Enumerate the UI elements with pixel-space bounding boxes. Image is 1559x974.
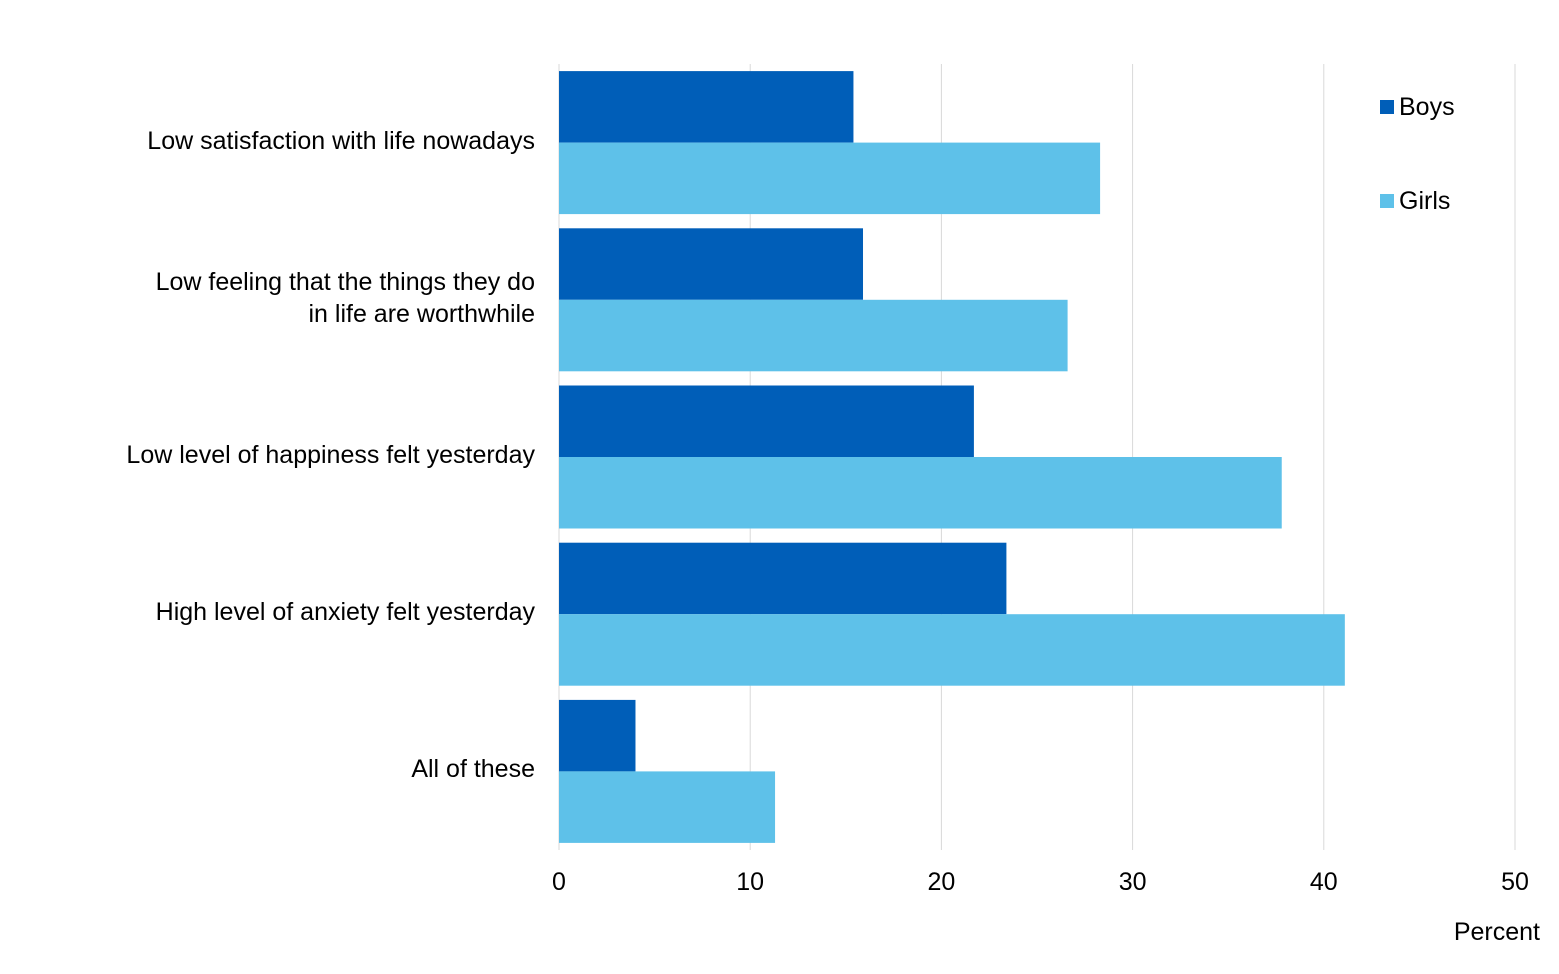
bar-boys-3 — [559, 542, 1007, 615]
x-axis-title: Percent — [1453, 918, 1540, 946]
bars — [559, 71, 1345, 843]
x-tick-label-30: 30 — [1118, 868, 1147, 896]
bar-boys-1 — [559, 228, 864, 300]
x-tick-label-10: 10 — [736, 868, 765, 896]
category-label-3: High level of anxiety felt yesterday — [15, 596, 535, 628]
bar-girls-2 — [559, 457, 1282, 529]
category-label-line: in life are worthwhile — [308, 299, 536, 328]
bar-boys-4 — [559, 699, 636, 772]
category-label-line: Low level of happiness felt yesterday — [126, 441, 535, 469]
legend-label-boys: Boys — [1399, 93, 1455, 121]
x-tick-label-0: 0 — [552, 868, 566, 896]
category-label-2: Low level of happiness felt yesterday — [15, 439, 535, 471]
legend-swatch-girls — [1380, 194, 1394, 208]
bar-girls-3 — [559, 614, 1345, 686]
category-label-line: High level of anxiety felt yesterday — [155, 598, 535, 627]
category-label-line: Low satisfaction with life nowadays — [147, 126, 535, 155]
category-label-4: All of these — [15, 753, 535, 785]
category-label-0: Low satisfaction with life nowadays — [15, 125, 535, 157]
x-tick-label-40: 40 — [1309, 868, 1338, 896]
x-tick-label-50: 50 — [1501, 868, 1529, 896]
bar-girls-1 — [559, 299, 1068, 372]
bar-boys-2 — [559, 385, 974, 457]
bar-girls-0 — [559, 142, 1101, 215]
legend-label-girls: Girls — [1399, 187, 1451, 215]
category-label-1: Low feeling that the things they do in li… — [15, 266, 535, 330]
x-tick-label-20: 20 — [927, 868, 956, 896]
bar-girls-4 — [559, 771, 776, 843]
category-label-line: Low feeling that the things they do — [155, 267, 535, 296]
bar-boys-0 — [559, 71, 854, 143]
legend-swatch-boys — [1380, 100, 1394, 114]
category-label-line: All of these — [411, 755, 535, 784]
